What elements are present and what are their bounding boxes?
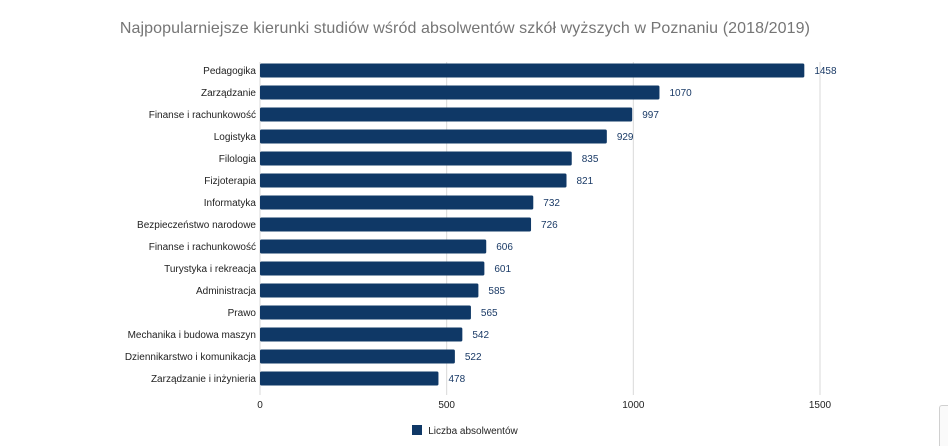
value-label: 1070 xyxy=(669,88,692,99)
x-tick-label: 1500 xyxy=(809,400,832,411)
category-label: Dziennikarstwo i komunikacja xyxy=(125,352,257,363)
bar[interactable] xyxy=(260,217,532,232)
bar[interactable] xyxy=(260,63,805,78)
bar[interactable] xyxy=(260,129,607,144)
bars xyxy=(260,63,805,386)
bar[interactable] xyxy=(260,151,572,166)
category-label: Administracja xyxy=(196,286,256,297)
bar[interactable] xyxy=(260,239,487,254)
bar[interactable] xyxy=(260,261,485,276)
bar[interactable] xyxy=(260,85,660,100)
category-label: Zarządzanie xyxy=(201,88,256,99)
value-label: 585 xyxy=(488,286,505,297)
value-label: 929 xyxy=(617,132,634,143)
bar[interactable] xyxy=(260,305,471,320)
legend-swatch xyxy=(412,425,423,435)
bar[interactable] xyxy=(260,283,479,298)
value-label: 606 xyxy=(496,242,513,253)
x-tick-label: 500 xyxy=(438,400,455,411)
value-labels: 1458 1070 997 929 835 821 732 726 606 601 585 565 54… xyxy=(448,66,837,385)
category-label: Finanse i rachunkowość xyxy=(149,242,256,253)
category-label: Logistyka xyxy=(214,132,257,143)
bar[interactable] xyxy=(260,173,567,188)
category-label: Mechanika i budowa maszyn xyxy=(128,330,256,341)
x-tick-label: 0 xyxy=(257,400,263,411)
category-label: Zarządzanie i inżynieria xyxy=(151,374,256,385)
x-tick-label: 1000 xyxy=(622,400,645,411)
legend-label: Liczba absolwentów xyxy=(428,426,518,437)
value-label: 542 xyxy=(472,330,489,341)
bar[interactable] xyxy=(260,327,463,342)
value-label: 732 xyxy=(543,198,560,209)
category-label: Fizjoterapia xyxy=(204,176,256,187)
bar[interactable] xyxy=(260,195,534,210)
category-label: Filologia xyxy=(219,154,257,165)
category-label: Informatyka xyxy=(204,198,257,209)
legend[interactable]: Liczba absolwentów xyxy=(0,425,930,437)
category-label: Bezpieczeństwo narodowe xyxy=(137,220,256,231)
value-label: 478 xyxy=(448,374,465,385)
category-label: Turystyka i rekreacja xyxy=(164,264,256,275)
bar[interactable] xyxy=(260,107,633,122)
bar[interactable] xyxy=(260,371,439,386)
value-label: 726 xyxy=(541,220,558,231)
category-labels: Pedagogika Zarządzanie Finanse i rachunkow… xyxy=(125,66,257,385)
value-label: 821 xyxy=(577,176,594,187)
value-label: 1458 xyxy=(814,66,837,77)
value-label: 522 xyxy=(465,352,482,363)
category-label: Finanse i rachunkowość xyxy=(149,110,256,121)
x-axis-ticks: 0 500 1000 1500 xyxy=(257,400,831,411)
chart-title: Najpopularniejsze kierunki studiów wśród… xyxy=(119,20,811,37)
value-label: 601 xyxy=(494,264,511,275)
category-label: Pedagogika xyxy=(203,66,256,77)
value-label: 997 xyxy=(642,110,659,121)
value-label: 835 xyxy=(582,154,599,165)
resize-handle[interactable] xyxy=(939,405,948,446)
category-label: Prawo xyxy=(228,308,257,319)
value-label: 565 xyxy=(481,308,498,319)
bar[interactable] xyxy=(260,349,455,364)
